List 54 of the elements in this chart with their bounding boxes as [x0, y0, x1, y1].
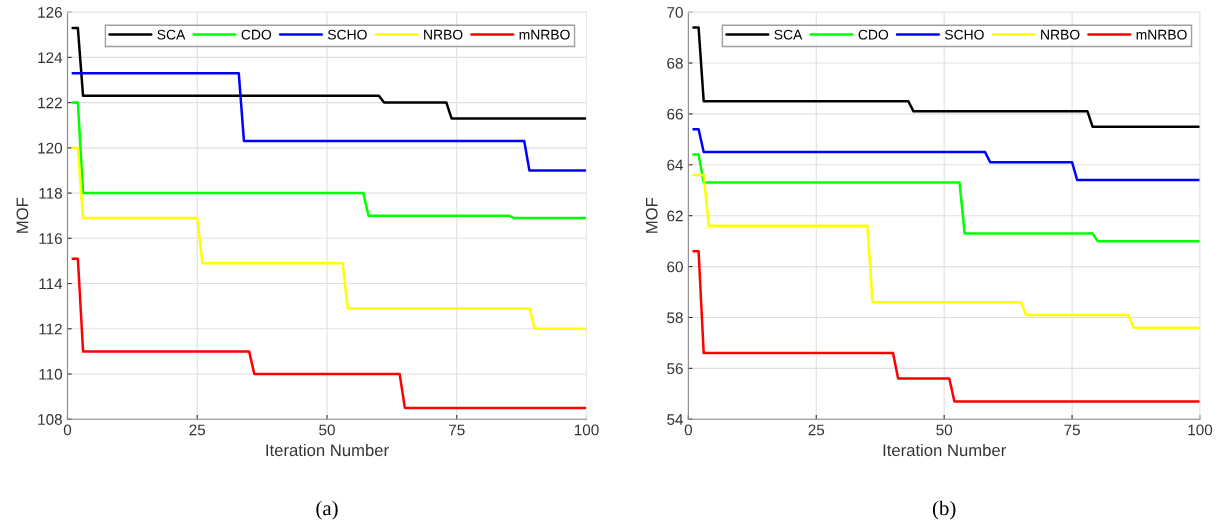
- legend-label: NRBO: [1041, 29, 1080, 40]
- legend-label: SCHO: [327, 29, 367, 40]
- y-tick-label: 64: [667, 159, 684, 171]
- y-tick-label: 70: [667, 7, 683, 18]
- y-tick-label: 114: [39, 278, 63, 290]
- x-tick-label: 25: [808, 424, 825, 436]
- line-series: [692, 173, 1201, 329]
- legend-label: mNRBO: [519, 29, 570, 40]
- x-tick-label: 50: [936, 424, 953, 436]
- y-tick-label: 68: [667, 57, 683, 69]
- y-tick-label: 116: [39, 233, 62, 244]
- legend-label: CDO: [241, 29, 272, 40]
- line-series: [692, 250, 1201, 403]
- y-tick-label: 66: [667, 108, 683, 120]
- legend-label: SCA: [157, 29, 186, 40]
- x-tick-label: 75: [449, 424, 465, 436]
- x-tick-label: 0: [684, 424, 692, 436]
- x-tick-label: 0: [63, 424, 72, 436]
- x-tick-label: 100: [574, 424, 599, 436]
- line-series: [692, 153, 1201, 243]
- legend-label: NRBO: [424, 29, 463, 40]
- text: (a): [316, 500, 338, 520]
- line-series: [71, 26, 587, 120]
- y-tick-label: 124: [38, 52, 63, 63]
- y-tick-label: 110: [39, 368, 63, 380]
- y-tick-label: 58: [667, 312, 683, 324]
- line-series: [71, 101, 587, 220]
- y-tick-label: 54: [667, 414, 684, 425]
- legend-label: SCA: [774, 29, 803, 40]
- y-tick-label: 56: [667, 363, 683, 375]
- y-tick-label: 62: [667, 210, 683, 222]
- line-series: [692, 26, 1201, 128]
- x-tick-label: 50: [319, 424, 335, 436]
- y-axis-title: MOF: [16, 197, 29, 233]
- y-axis-title: MOF: [645, 197, 658, 233]
- line-series: [692, 127, 1201, 182]
- x-tick-label: 75: [1064, 424, 1080, 436]
- x-tick-label: 100: [1188, 424, 1213, 436]
- legend-label: CDO: [858, 29, 889, 40]
- y-tick-label: 112: [39, 323, 62, 335]
- line-series: [71, 257, 587, 410]
- legend-label: SCHO: [944, 29, 984, 40]
- x-axis-title: Iteration Number: [266, 443, 389, 457]
- y-tick-label: 122: [38, 97, 62, 109]
- x-axis-title: Iteration Number: [883, 443, 1006, 457]
- y-tick-label: 126: [38, 7, 62, 18]
- y-tick-label: 60: [667, 261, 683, 273]
- y-tick-label: 120: [38, 142, 63, 154]
- y-tick-label: 118: [39, 187, 62, 199]
- y-tick-label: 108: [38, 414, 62, 425]
- x-tick-label: 25: [189, 424, 206, 436]
- legend-label: mNRBO: [1136, 29, 1187, 40]
- text: (b): [932, 500, 956, 520]
- line-series: [71, 146, 587, 331]
